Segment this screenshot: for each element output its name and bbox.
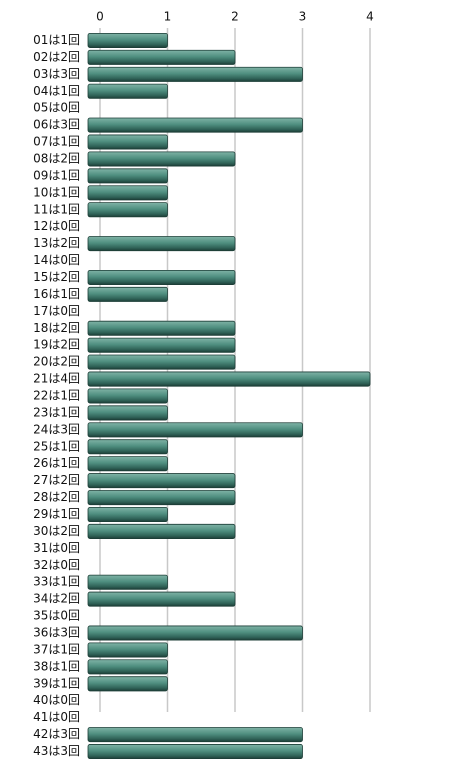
y-tick-label: 26は1回	[33, 456, 80, 470]
y-tick-label: 27は2回	[33, 473, 80, 487]
y-tick-label: 35は0回	[33, 609, 80, 623]
y-tick-label: 31は0回	[33, 541, 80, 555]
bar	[87, 337, 236, 353]
bar	[87, 727, 303, 743]
bar	[87, 236, 236, 252]
y-tick-label: 33は1回	[33, 575, 80, 589]
y-tick-label: 15は2回	[33, 270, 80, 284]
x-tick-label: 3	[299, 10, 307, 24]
bar	[87, 422, 303, 438]
y-tick-label: 43は3回	[33, 744, 80, 758]
bar	[87, 456, 168, 472]
y-tick-label: 42は3回	[33, 727, 80, 741]
bar	[87, 320, 236, 336]
bar	[87, 168, 168, 184]
x-tick-label: 1	[164, 10, 172, 24]
bar	[87, 574, 168, 590]
x-tick-label: 2	[231, 10, 239, 24]
bar	[87, 354, 236, 370]
bar	[87, 32, 168, 48]
bar	[87, 405, 168, 421]
y-tick-label: 19は2回	[33, 338, 80, 352]
y-tick-label: 11は1回	[33, 202, 80, 216]
y-tick-label: 08は2回	[33, 151, 80, 165]
bar	[87, 117, 303, 133]
y-tick-label: 09は1回	[33, 168, 80, 182]
bar	[87, 439, 168, 455]
y-tick-label: 37は1回	[33, 642, 80, 656]
y-tick-label: 03は3回	[33, 67, 80, 81]
y-tick-label: 34は2回	[33, 592, 80, 606]
bar	[87, 388, 168, 404]
y-tick-label: 12は0回	[33, 219, 80, 233]
bar	[87, 49, 236, 65]
y-tick-label: 05は0回	[33, 101, 80, 115]
bar	[87, 286, 168, 302]
bar	[87, 523, 236, 539]
y-tick-label: 36は3回	[33, 626, 80, 640]
y-tick-label: 04は1回	[33, 84, 80, 98]
bar	[87, 185, 168, 201]
y-tick-label: 38は1回	[33, 659, 80, 673]
y-tick-label: 17は0回	[33, 304, 80, 318]
bar	[87, 371, 371, 387]
bar	[87, 134, 168, 150]
y-tick-label: 40は0回	[33, 693, 80, 707]
bar	[87, 642, 168, 658]
x-tick-label: 0	[96, 10, 104, 24]
y-tick-label: 23は1回	[33, 405, 80, 419]
bar	[87, 744, 303, 760]
bar	[87, 202, 168, 218]
y-tick-label: 25は1回	[33, 439, 80, 453]
y-tick-label: 01は1回	[33, 33, 80, 47]
bar	[87, 490, 236, 506]
bar	[87, 625, 303, 641]
bar	[87, 151, 236, 167]
bar	[87, 507, 168, 523]
y-tick-label: 30は2回	[33, 524, 80, 538]
y-tick-label: 16は1回	[33, 287, 80, 301]
bar	[87, 83, 168, 99]
y-tick-label: 21は4回	[33, 372, 80, 386]
y-tick-label: 18は2回	[33, 321, 80, 335]
y-tick-label: 02は2回	[33, 50, 80, 64]
bar	[87, 66, 303, 82]
bar	[87, 676, 168, 692]
y-tick-label: 29は1回	[33, 507, 80, 521]
y-tick-label: 22は1回	[33, 389, 80, 403]
y-tick-label: 10は1回	[33, 185, 80, 199]
bar	[87, 591, 236, 607]
bar	[87, 659, 168, 675]
x-tick-label: 4	[366, 10, 374, 24]
y-tick-label: 13は2回	[33, 236, 80, 250]
y-tick-label: 07は1回	[33, 135, 80, 149]
y-tick-label: 39は1回	[33, 676, 80, 690]
bar	[87, 473, 236, 489]
y-tick-label: 28は2回	[33, 490, 80, 504]
y-tick-label: 20は2回	[33, 355, 80, 369]
y-tick-label: 06は3回	[33, 118, 80, 132]
y-tick-label: 14は0回	[33, 253, 80, 267]
bar	[87, 269, 236, 285]
y-tick-label: 24は3回	[33, 422, 80, 436]
y-tick-label: 41は0回	[33, 710, 80, 724]
y-tick-label: 32は0回	[33, 558, 80, 572]
